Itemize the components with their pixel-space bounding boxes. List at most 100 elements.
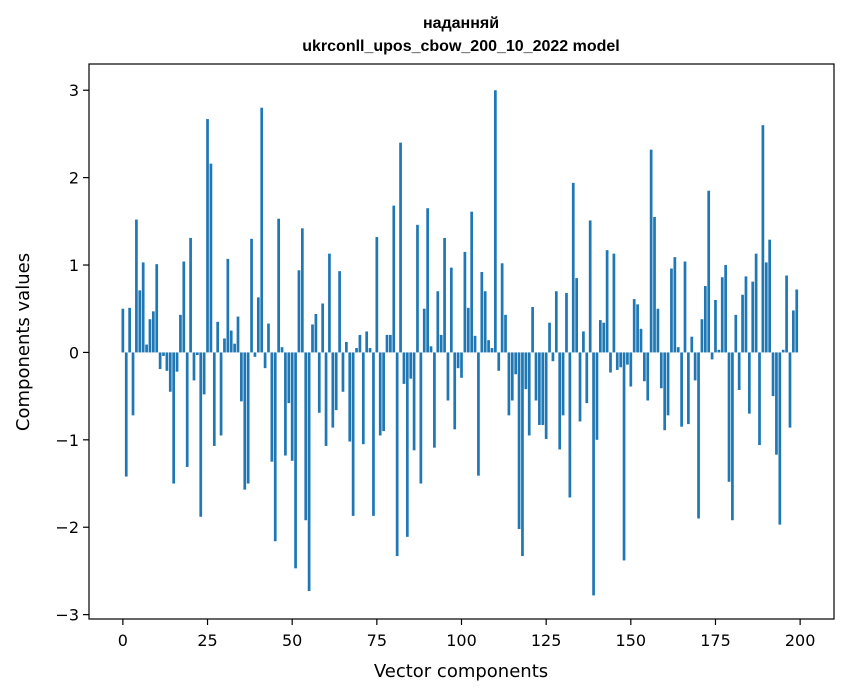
bar-33 xyxy=(233,343,236,353)
bar-18 xyxy=(182,261,186,353)
bar-107 xyxy=(483,291,487,353)
bar-159 xyxy=(659,352,663,389)
bar-5 xyxy=(138,290,142,353)
bar-16 xyxy=(175,352,179,372)
chart-title-line1: наданняй xyxy=(423,15,499,32)
bar-164 xyxy=(676,347,680,353)
bar-168 xyxy=(690,336,694,353)
bar-156 xyxy=(649,149,653,353)
bar-51 xyxy=(294,352,297,569)
chart-title-line2: ukrconll_upos_cbow_200_10_2022 model xyxy=(302,38,619,55)
bar-196 xyxy=(785,275,788,353)
bar-112 xyxy=(500,263,504,353)
y-tick-label: 1 xyxy=(69,256,79,275)
bar-195 xyxy=(781,349,785,353)
bar-166 xyxy=(683,261,687,353)
bar-38 xyxy=(250,238,253,353)
bar-77 xyxy=(382,352,385,432)
bar-114 xyxy=(507,352,511,416)
bar-53 xyxy=(300,228,304,353)
bar-125 xyxy=(544,352,548,439)
bar-59 xyxy=(321,303,325,353)
bar-48 xyxy=(284,352,287,456)
bar-7 xyxy=(145,344,148,353)
bar-13 xyxy=(165,352,169,371)
bar-199 xyxy=(795,289,799,353)
bar-130 xyxy=(561,352,565,416)
bar-95 xyxy=(443,237,446,353)
bar-138 xyxy=(588,220,592,353)
bar-141 xyxy=(598,320,602,353)
bar-191 xyxy=(768,239,772,353)
bar-178 xyxy=(724,265,727,353)
x-axis-ticks: 0 25 50 75 100 125 150 175 200 xyxy=(118,619,815,650)
bar-109 xyxy=(490,348,494,353)
bar-171 xyxy=(700,319,704,353)
bar-55 xyxy=(307,352,311,592)
bar-20 xyxy=(189,237,192,353)
bar-92 xyxy=(433,352,436,448)
bar-99 xyxy=(456,352,460,369)
bar-34 xyxy=(236,316,240,353)
bar-128 xyxy=(554,291,558,353)
bar-23 xyxy=(199,352,203,517)
bar-60 xyxy=(324,352,328,446)
bar-140 xyxy=(595,352,599,440)
bar-132 xyxy=(568,352,572,498)
bar-40 xyxy=(256,297,260,353)
bar-123 xyxy=(538,352,541,425)
bar-97 xyxy=(449,267,453,353)
bar-150 xyxy=(629,352,633,387)
bar-62 xyxy=(331,352,335,428)
bar-84 xyxy=(405,352,409,537)
bar-147 xyxy=(619,352,623,368)
bar-25 xyxy=(206,119,209,353)
bar-3 xyxy=(131,352,135,416)
bar-104 xyxy=(473,335,477,353)
bar-78 xyxy=(385,334,389,353)
y-tick-label: −2 xyxy=(55,518,79,537)
bar-86 xyxy=(412,352,416,451)
bar-103 xyxy=(470,211,474,353)
bar-46 xyxy=(277,218,280,353)
x-tick-label: 175 xyxy=(700,631,731,650)
bar-67 xyxy=(348,352,352,442)
bars-group xyxy=(121,90,799,596)
bar-149 xyxy=(626,352,629,365)
bar-10 xyxy=(155,264,159,353)
bar-89 xyxy=(422,308,426,353)
x-tick-label: 0 xyxy=(118,631,128,650)
bar-105 xyxy=(477,352,480,476)
bar-47 xyxy=(280,347,284,353)
bar-74 xyxy=(372,352,375,516)
bar-39 xyxy=(253,352,257,357)
bar-170 xyxy=(697,352,700,519)
bar-194 xyxy=(778,352,782,525)
bar-94 xyxy=(439,334,443,353)
y-tick-label: 3 xyxy=(69,81,79,100)
bar-30 xyxy=(223,338,226,353)
y-axis-ticks: −3 −2 −1 0 1 2 3 xyxy=(55,81,89,625)
bar-162 xyxy=(670,268,673,353)
bar-66 xyxy=(345,341,348,353)
bar-44 xyxy=(270,352,274,462)
bar-163 xyxy=(673,257,677,353)
bar-183 xyxy=(741,294,744,353)
bar-87 xyxy=(416,224,419,353)
bar-139 xyxy=(592,352,595,596)
bar-56 xyxy=(311,324,314,353)
bar-17 xyxy=(179,314,182,353)
bar-152 xyxy=(636,304,639,353)
bar-173 xyxy=(707,190,711,353)
bar-80 xyxy=(392,205,396,353)
x-tick-label: 25 xyxy=(197,631,217,650)
bar-75 xyxy=(375,237,379,353)
bar-65 xyxy=(341,352,345,392)
bar-101 xyxy=(463,251,467,353)
bar-155 xyxy=(646,352,650,401)
bar-19 xyxy=(185,352,189,467)
bar-142 xyxy=(602,322,606,353)
bar-6 xyxy=(141,262,145,353)
bar-151 xyxy=(632,299,636,353)
bar-161 xyxy=(666,352,670,416)
